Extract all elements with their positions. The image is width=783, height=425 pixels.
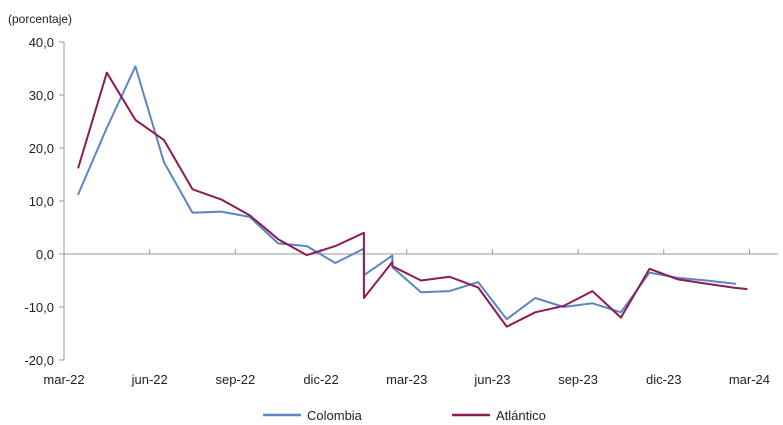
series-line-colombia bbox=[77, 65, 737, 321]
y-tick-label: 20,0 bbox=[29, 141, 54, 156]
legend-label: Atlántico bbox=[496, 408, 546, 423]
x-tick-label: dic-23 bbox=[646, 372, 681, 387]
y-tick-label: 40,0 bbox=[29, 35, 54, 50]
x-tick-label: sep-22 bbox=[215, 372, 255, 387]
x-tick-label: jun-22 bbox=[131, 372, 168, 387]
y-tick-label: 0,0 bbox=[36, 247, 54, 262]
y-tick-label: 10,0 bbox=[29, 194, 54, 209]
x-tick-label: jun-23 bbox=[473, 372, 510, 387]
x-axis-ticks: mar-22 jun-22 sep-22 dic-22 mar-23 jun-23 sep-… bbox=[43, 249, 770, 387]
x-tick-label: dic-22 bbox=[303, 372, 338, 387]
x-tick-label: sep-23 bbox=[558, 372, 598, 387]
y-tick-label: -20,0 bbox=[24, 353, 54, 368]
y-axis-ticks: 40,0 30,0 20,0 10,0 0,0 -10,0 -20,0 bbox=[24, 35, 64, 368]
series-line-atlantico bbox=[77, 71, 748, 328]
y-tick-label: 30,0 bbox=[29, 88, 54, 103]
legend: Colombia Atlántico bbox=[263, 408, 546, 423]
x-tick-label: mar-22 bbox=[43, 372, 84, 387]
unit-label: (porcentaje) bbox=[8, 12, 72, 26]
y-tick-label: -10,0 bbox=[24, 300, 54, 315]
x-tick-label: mar-23 bbox=[386, 372, 427, 387]
x-tick-label: mar-24 bbox=[729, 372, 770, 387]
series-group bbox=[77, 65, 748, 328]
legend-label: Colombia bbox=[307, 408, 363, 423]
